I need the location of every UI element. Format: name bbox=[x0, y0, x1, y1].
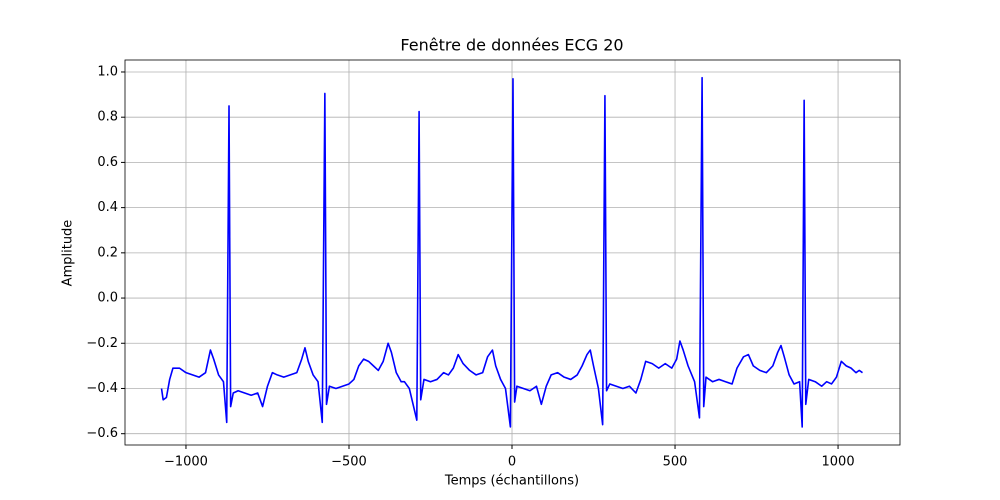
y-tick-label: 0.8 bbox=[97, 110, 118, 125]
x-tick-label: 1000 bbox=[822, 455, 855, 470]
y-tick-label: 1.0 bbox=[97, 64, 118, 79]
x-axis-label: Temps (échantillons) bbox=[444, 474, 579, 489]
x-tick-label: 0 bbox=[508, 455, 516, 470]
y-axis-label: Amplitude bbox=[61, 220, 76, 287]
y-tick-label: 0.2 bbox=[97, 245, 118, 260]
y-tick-label: 0.0 bbox=[97, 291, 118, 306]
y-tick-label: 0.4 bbox=[97, 200, 118, 215]
y-tick-label: 0.6 bbox=[97, 155, 118, 170]
y-tick-label: −0.4 bbox=[86, 381, 118, 396]
x-tick-label: 500 bbox=[663, 455, 688, 470]
y-tick-label: −0.6 bbox=[86, 426, 118, 441]
plot-frame bbox=[124, 59, 901, 446]
x-tick-label: −500 bbox=[331, 455, 367, 470]
y-tick-label: −0.2 bbox=[86, 336, 118, 351]
chart-title: Fenêtre de données ECG 20 bbox=[400, 36, 623, 55]
x-tick-label: −1000 bbox=[164, 455, 208, 470]
ecg-line bbox=[160, 76, 863, 428]
